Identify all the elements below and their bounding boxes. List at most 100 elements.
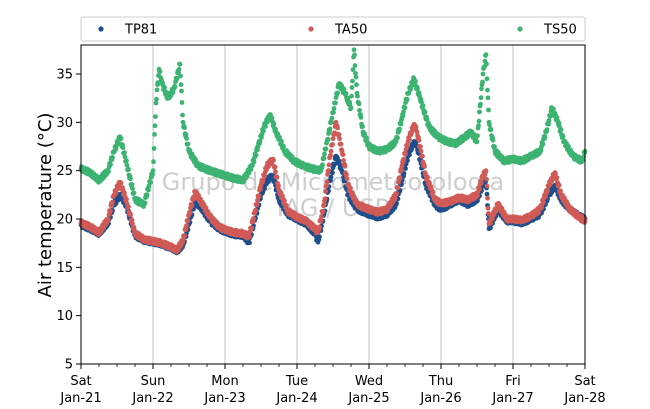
data-point-ts50	[353, 71, 358, 76]
data-point-ts50	[475, 133, 480, 139]
data-point-ta50	[399, 167, 404, 173]
data-point-ta50	[485, 205, 491, 211]
data-point-ts50	[120, 145, 126, 151]
x-tick-label-date: Jan-24	[275, 391, 317, 406]
y-tick-label: 10	[56, 309, 73, 324]
legend-label-ts50: TS50	[543, 23, 577, 38]
data-point-ts50	[130, 186, 135, 191]
data-point-ta50	[484, 176, 489, 182]
x-axis: Sat Jan-21 Sun Jan-22 Mon Jan-23 Tue Jan-24 Wed J…	[59, 364, 606, 406]
data-point-ts50	[142, 200, 148, 206]
data-point-ta50	[338, 141, 344, 147]
data-point-ts50	[331, 110, 336, 115]
data-point-ts50	[397, 126, 402, 132]
data-point-ts50	[281, 143, 286, 149]
data-point-ts50	[395, 135, 400, 141]
data-point-ts50	[478, 95, 484, 101]
data-point-ta50	[420, 153, 425, 159]
data-point-tp81	[403, 166, 408, 172]
data-point-ts50	[172, 84, 178, 90]
data-point-ts50	[154, 96, 159, 102]
data-point-ts50	[157, 69, 163, 75]
data-point-ts50	[257, 139, 263, 144]
data-point-ta50	[318, 218, 324, 224]
data-point-ta50	[322, 196, 328, 202]
data-point-ta50	[477, 186, 482, 192]
data-point-ts50	[148, 180, 153, 185]
data-point-ta50	[399, 163, 405, 169]
data-point-ts50	[325, 136, 331, 142]
x-tick-label-day: Tue	[285, 374, 308, 389]
data-point-ts50	[350, 67, 356, 72]
data-point-ts50	[480, 79, 485, 85]
data-point-ts50	[182, 125, 187, 131]
data-point-ts50	[364, 135, 369, 141]
data-point-ts50	[355, 93, 360, 99]
data-point-ta50	[262, 173, 267, 179]
data-point-ts50	[152, 132, 157, 137]
data-point-ts50	[185, 141, 191, 147]
legend-marker-ta50	[308, 26, 314, 32]
data-point-ta50	[394, 190, 399, 196]
data-point-ta50	[126, 204, 131, 210]
data-point-ta50	[254, 202, 260, 208]
data-point-ta50	[271, 157, 276, 163]
series-ta50	[78, 119, 588, 255]
data-point-ts50	[146, 183, 152, 189]
data-point-ta50	[328, 153, 333, 158]
x-tick-label-day: Mon	[211, 374, 238, 389]
data-point-ts50	[560, 134, 566, 140]
data-point-ts50	[551, 106, 556, 112]
data-point-ta50	[321, 202, 327, 207]
data-point-ta50	[249, 225, 254, 231]
data-point-ts50	[415, 86, 420, 91]
data-point-ts50	[420, 103, 426, 108]
data-point-ta50	[108, 208, 113, 214]
data-point-ts50	[546, 118, 552, 123]
data-point-ta50	[185, 218, 191, 224]
data-point-ts50	[179, 100, 185, 105]
data-point-ta50	[324, 179, 330, 185]
data-point-ts50	[483, 52, 489, 58]
data-point-ts50	[566, 144, 571, 149]
data-point-ta50	[390, 199, 396, 205]
data-point-ta50	[425, 174, 430, 180]
data-point-ta50	[479, 179, 484, 185]
data-point-ts50	[479, 86, 484, 92]
data-point-ta50	[395, 185, 401, 191]
data-point-ts50	[492, 144, 497, 150]
data-point-ts50	[146, 187, 151, 193]
data-point-ta50	[276, 183, 281, 189]
data-point-ts50	[106, 169, 111, 174]
data-point-tp81	[317, 234, 322, 240]
data-point-ta50	[273, 169, 278, 175]
data-point-ts50	[124, 158, 129, 164]
data-point-ta50	[106, 217, 111, 222]
data-point-ts50	[486, 107, 491, 113]
data-point-ts50	[122, 154, 128, 160]
data-point-ta50	[258, 186, 263, 192]
data-point-ta50	[118, 180, 124, 186]
data-point-ts50	[556, 120, 562, 126]
data-point-ts50	[480, 71, 486, 77]
data-point-ts50	[271, 121, 277, 127]
x-tick-label-day: Sat	[574, 374, 595, 389]
data-point-ta50	[556, 183, 562, 188]
data-point-ta50	[122, 190, 127, 196]
data-point-ts50	[327, 126, 333, 132]
x-tick-label-day: Fri	[505, 374, 521, 389]
data-point-ts50	[360, 124, 365, 129]
y-tick-label: 5	[65, 358, 73, 373]
data-point-ta50	[348, 185, 353, 191]
data-point-ts50	[476, 123, 481, 129]
data-point-ta50	[251, 216, 256, 221]
data-point-ts50	[354, 82, 359, 88]
data-point-ta50	[328, 148, 334, 154]
data-point-ts50	[351, 47, 357, 53]
data-point-ts50	[241, 179, 246, 185]
data-point-ta50	[341, 158, 346, 163]
data-point-ts50	[548, 113, 553, 119]
data-point-ts50	[484, 61, 489, 67]
data-point-ta50	[330, 142, 335, 147]
data-point-tp81	[407, 152, 412, 158]
